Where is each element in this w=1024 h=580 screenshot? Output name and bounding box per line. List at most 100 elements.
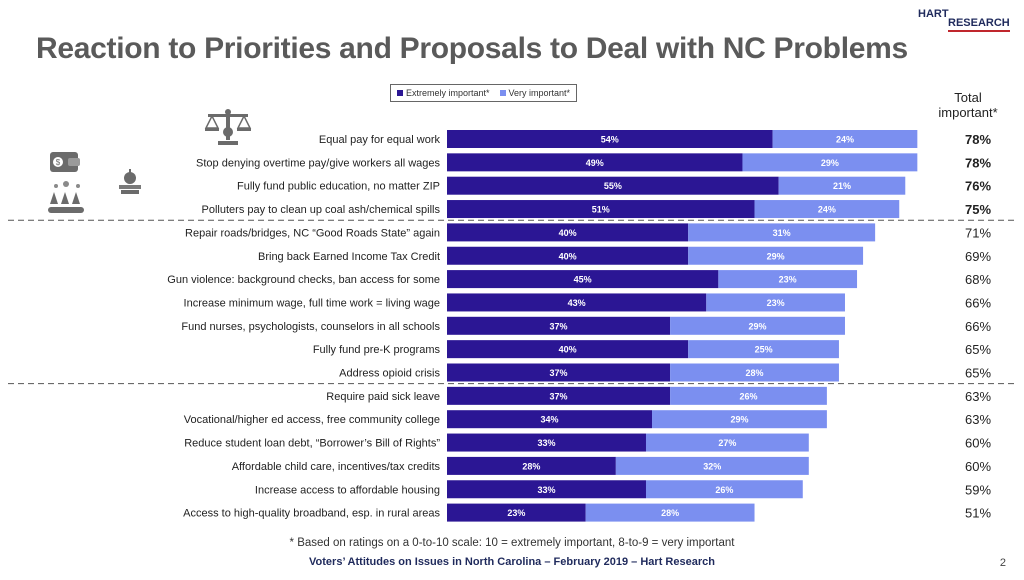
logo-line-2: RESEARCH	[948, 17, 1010, 29]
category-label: Access to high-quality broadband, esp. i…	[183, 508, 440, 520]
total-important-value: 63%	[965, 389, 991, 404]
data-label-very: 28%	[661, 508, 679, 518]
category-label: Address opioid crisis	[339, 368, 440, 380]
total-important-value: 60%	[965, 436, 991, 451]
total-important-value: 76%	[965, 179, 991, 194]
bar-very-important	[615, 456, 809, 475]
category-label: Require paid sick leave	[326, 391, 440, 403]
data-label-very: 26%	[739, 391, 757, 401]
category-label: Vocational/higher ed access, free commun…	[184, 414, 440, 426]
legend-label-extremely: Extremely important*	[406, 88, 490, 98]
data-label-extremely: 43%	[568, 298, 586, 308]
bar-extremely-important	[447, 223, 689, 242]
bar-extremely-important	[447, 456, 616, 475]
data-label-very: 21%	[833, 181, 851, 191]
category-label: Polluters pay to clean up coal ash/chemi…	[202, 204, 441, 216]
data-label-very: 24%	[818, 205, 836, 215]
total-important-value: 69%	[965, 249, 991, 264]
legend-label-very: Very important*	[508, 88, 571, 98]
bar-very-important	[670, 386, 827, 405]
data-label-extremely: 40%	[559, 251, 577, 261]
total-important-value: 59%	[965, 482, 991, 497]
wallet-icon: $	[48, 148, 82, 176]
data-label-very: 25%	[755, 345, 773, 355]
bar-very-important	[718, 270, 858, 289]
data-label-extremely: 54%	[601, 135, 619, 145]
data-label-extremely: 28%	[522, 461, 540, 471]
data-label-extremely: 51%	[592, 205, 610, 215]
data-label-extremely: 33%	[537, 438, 555, 448]
apple-books-icon	[116, 168, 144, 198]
category-label: Increase access to affordable housing	[255, 484, 440, 496]
logo-line-1: HART	[918, 8, 949, 20]
bar-extremely-important	[447, 246, 689, 265]
page-number: 2	[999, 557, 1006, 569]
bar-very-important	[772, 130, 918, 148]
data-label-very: 28%	[746, 368, 764, 378]
category-label: Reduce student loan debt, “Borrower’s Bi…	[184, 438, 440, 450]
chart-title: Reaction to Priorities and Proposals to …	[36, 32, 908, 65]
category-label: Affordable child care, incentives/tax cr…	[232, 461, 441, 473]
scales-of-justice-icon	[202, 106, 254, 148]
bar-extremely-important	[447, 340, 689, 359]
bar-very-important	[778, 176, 906, 195]
data-label-extremely: 23%	[507, 508, 525, 518]
total-header-line-2: important*	[938, 105, 998, 120]
bar-very-important	[670, 363, 839, 382]
total-important-value: 66%	[965, 295, 991, 310]
footer-source: Voters’ Attitudes on Issues in North Car…	[309, 556, 715, 568]
data-label-extremely: 34%	[541, 415, 559, 425]
data-label-very: 32%	[703, 461, 721, 471]
bar-very-important	[742, 153, 918, 172]
data-label-extremely: 37%	[550, 391, 568, 401]
bar-extremely-important	[447, 363, 671, 382]
data-label-very: 23%	[767, 298, 785, 308]
bar-extremely-important	[447, 200, 755, 219]
hart-research-logo: HART RESEARCH	[918, 6, 1010, 32]
total-important-value: 60%	[965, 459, 991, 474]
data-label-very: 26%	[715, 485, 733, 495]
bar-extremely-important	[447, 316, 671, 335]
category-label: Gun violence: background checks, ban acc…	[167, 274, 440, 286]
bar-extremely-important	[447, 503, 586, 522]
data-label-very: 29%	[730, 415, 748, 425]
logo-underline	[948, 30, 1010, 32]
total-important-value: 51%	[965, 506, 991, 521]
legend-swatch-extremely	[397, 90, 403, 96]
data-label-extremely: 37%	[550, 321, 568, 331]
category-label: Fully fund pre-K programs	[313, 344, 441, 356]
total-header-line-1: Total	[954, 90, 982, 105]
bar-very-important	[706, 293, 845, 312]
chart-legend: Extremely important* Very important*	[390, 84, 578, 102]
category-label: Fund nurses, psychologists, counselors i…	[181, 321, 440, 333]
data-label-very: 31%	[773, 228, 791, 238]
category-label: Increase minimum wage, full time work = …	[184, 297, 440, 309]
bar-very-important	[645, 480, 803, 499]
bar-very-important	[585, 503, 755, 522]
bar-extremely-important	[447, 153, 743, 172]
total-important-value: 63%	[965, 412, 991, 427]
bar-extremely-important	[447, 386, 671, 405]
data-label-extremely: 37%	[550, 368, 568, 378]
bar-extremely-important	[447, 130, 773, 148]
bar-very-important	[645, 433, 809, 452]
data-label-very: 29%	[821, 158, 839, 168]
svg-text:$: $	[56, 158, 61, 167]
data-label-extremely: 45%	[574, 275, 592, 285]
data-label-very: 24%	[836, 135, 854, 145]
data-label-extremely: 33%	[537, 485, 555, 495]
category-label: Equal pay for equal work	[319, 134, 441, 146]
data-label-very: 29%	[749, 321, 767, 331]
category-label: Bring back Earned Income Tax Credit	[258, 251, 440, 263]
total-important-value: 78%	[965, 155, 991, 170]
bar-very-important	[688, 340, 839, 359]
bar-very-important	[688, 223, 876, 242]
data-label-very: 23%	[779, 275, 797, 285]
category-label: Fully fund public education, no matter Z…	[237, 181, 440, 193]
footnote: * Based on ratings on a 0-to-10 scale: 1…	[289, 537, 735, 549]
total-important-value: 75%	[965, 202, 991, 217]
data-label-very: 29%	[767, 251, 785, 261]
data-label-very: 27%	[718, 438, 736, 448]
total-important-value: 65%	[965, 366, 991, 381]
